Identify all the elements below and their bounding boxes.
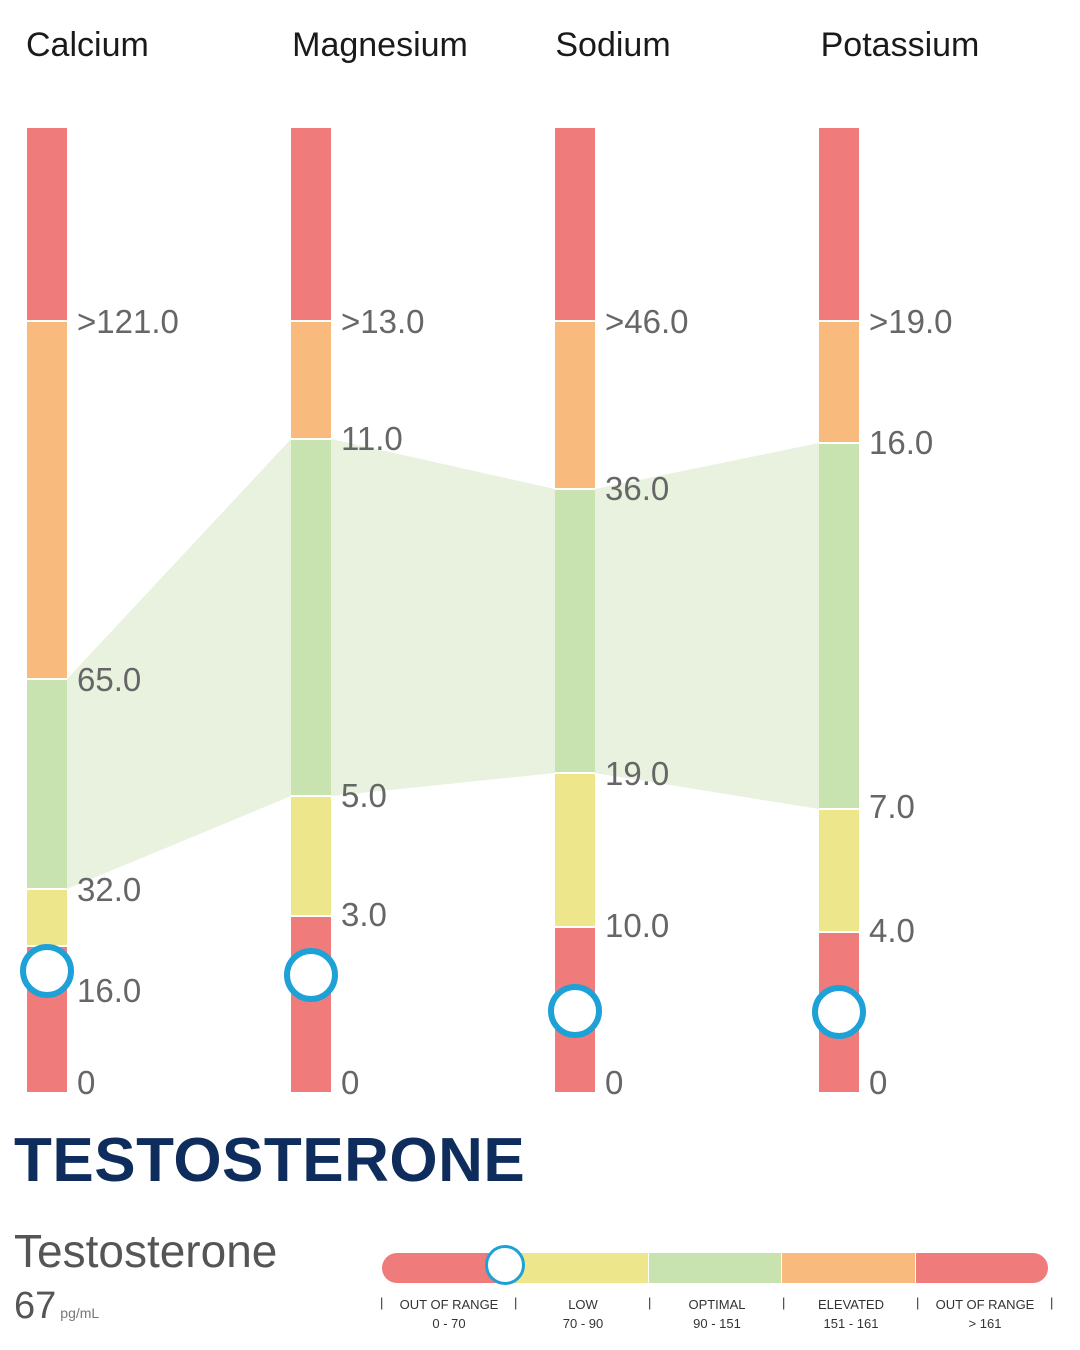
tick-label: >46.0 xyxy=(605,303,689,340)
tick-label: 3.0 xyxy=(341,896,387,933)
zone-out-of-range xyxy=(291,916,331,1092)
zone-low xyxy=(819,809,859,932)
column-sodium: Sodium >46.0 36.0 19.0 10.0 0 xyxy=(548,26,689,1101)
value-marker xyxy=(20,944,74,998)
zone-low xyxy=(27,889,67,946)
zone-low xyxy=(291,796,331,916)
range-label: OPTIMAL 90 - 151 xyxy=(650,1295,784,1333)
test-name: Testosterone xyxy=(14,1225,278,1277)
column-title: Calcium xyxy=(26,26,149,64)
tick-label: 7.0 xyxy=(869,788,915,825)
range-separator: | xyxy=(380,1295,384,1310)
zone-optimal xyxy=(819,443,859,809)
range-values: 70 - 90 xyxy=(562,1316,604,1331)
column-title: Sodium xyxy=(555,26,670,64)
zone-out-of-range xyxy=(27,128,67,321)
range-label: LOW 70 - 90 xyxy=(516,1295,650,1333)
column-calcium: Calcium >121.0 65.0 32.0 16.0 0 xyxy=(20,26,179,1101)
tick-label: 16.0 xyxy=(869,424,933,461)
tick-label: 5.0 xyxy=(341,777,387,814)
tick-label: 16.0 xyxy=(77,972,141,1009)
range-segment xyxy=(914,1253,1048,1283)
zone-elevated xyxy=(819,321,859,443)
range-legend: OUT OF RANGE 0 - 70 LOW 70 - 90 OPTIMAL 90 - … xyxy=(380,1295,1054,1335)
tick-label: 0 xyxy=(605,1064,623,1101)
zone-elevated xyxy=(27,321,67,679)
column-title: Potassium xyxy=(821,26,980,64)
testosterone-range-bar xyxy=(382,1253,1048,1283)
zone-out-of-range xyxy=(555,128,595,321)
range-segment xyxy=(514,1253,648,1283)
range-name: OPTIMAL xyxy=(688,1297,746,1312)
optimal-band xyxy=(67,439,859,889)
zone-optimal xyxy=(27,679,67,889)
testosterone-value-marker xyxy=(485,1245,525,1285)
zone-optimal xyxy=(555,489,595,773)
value-marker xyxy=(284,948,338,1002)
tick-label: >19.0 xyxy=(869,303,953,340)
range-label: OUT OF RANGE > 161 xyxy=(918,1295,1052,1333)
range-name: LOW xyxy=(568,1297,598,1312)
section-heading: TESTOSTERONE xyxy=(14,1126,526,1195)
range-separator: | xyxy=(782,1295,786,1310)
range-separator: | xyxy=(648,1295,652,1310)
range-label: ELEVATED 151 - 161 xyxy=(784,1295,918,1333)
range-separator: | xyxy=(916,1295,920,1310)
tick-label: 65.0 xyxy=(77,661,141,698)
range-segment xyxy=(781,1253,915,1283)
tick-label: 0 xyxy=(77,1064,95,1101)
range-name: OUT OF RANGE xyxy=(935,1297,1035,1312)
zone-elevated xyxy=(291,321,331,439)
zone-optimal xyxy=(291,439,331,796)
mineral-range-panel: Calcium >121.0 65.0 32.0 16.0 0 Magnesium >13.0… xyxy=(20,26,980,1101)
range-separator: | xyxy=(1050,1295,1054,1310)
tick-label: >13.0 xyxy=(341,303,425,340)
zone-elevated xyxy=(555,321,595,489)
zone-out-of-range xyxy=(819,128,859,321)
tick-label: 36.0 xyxy=(605,470,669,507)
value-marker xyxy=(812,985,866,1039)
range-separator: | xyxy=(514,1295,518,1310)
tick-label: 0 xyxy=(341,1064,359,1101)
range-values: > 161 xyxy=(968,1316,1002,1331)
zone-low xyxy=(555,773,595,927)
column-magnesium: Magnesium >13.0 11.0 5.0 3.0 0 xyxy=(284,26,468,1101)
tick-label: 10.0 xyxy=(605,907,669,944)
range-label: OUT OF RANGE 0 - 70 xyxy=(382,1295,516,1333)
tick-label: 0 xyxy=(869,1064,887,1101)
range-values: 90 - 151 xyxy=(693,1316,741,1331)
range-name: ELEVATED xyxy=(818,1297,884,1312)
zone-out-of-range xyxy=(291,128,331,321)
range-values: 151 - 161 xyxy=(823,1316,879,1331)
test-unit: pg/mL xyxy=(60,1305,100,1321)
column-potassium: Potassium >19.0 16.0 7.0 4.0 0 xyxy=(812,26,980,1101)
test-value: 67 pg/mL xyxy=(14,1285,99,1328)
value-marker xyxy=(548,984,602,1038)
tick-label: >121.0 xyxy=(77,303,179,340)
test-value-number: 67 xyxy=(14,1285,57,1327)
range-segment xyxy=(647,1253,782,1283)
tick-label: 11.0 xyxy=(341,420,403,457)
tick-label: 32.0 xyxy=(77,871,141,908)
column-title: Magnesium xyxy=(292,26,468,64)
range-values: 0 - 70 xyxy=(432,1316,466,1331)
tick-label: 4.0 xyxy=(869,912,915,949)
tick-label: 19.0 xyxy=(605,755,669,792)
range-name: OUT OF RANGE xyxy=(399,1297,499,1312)
